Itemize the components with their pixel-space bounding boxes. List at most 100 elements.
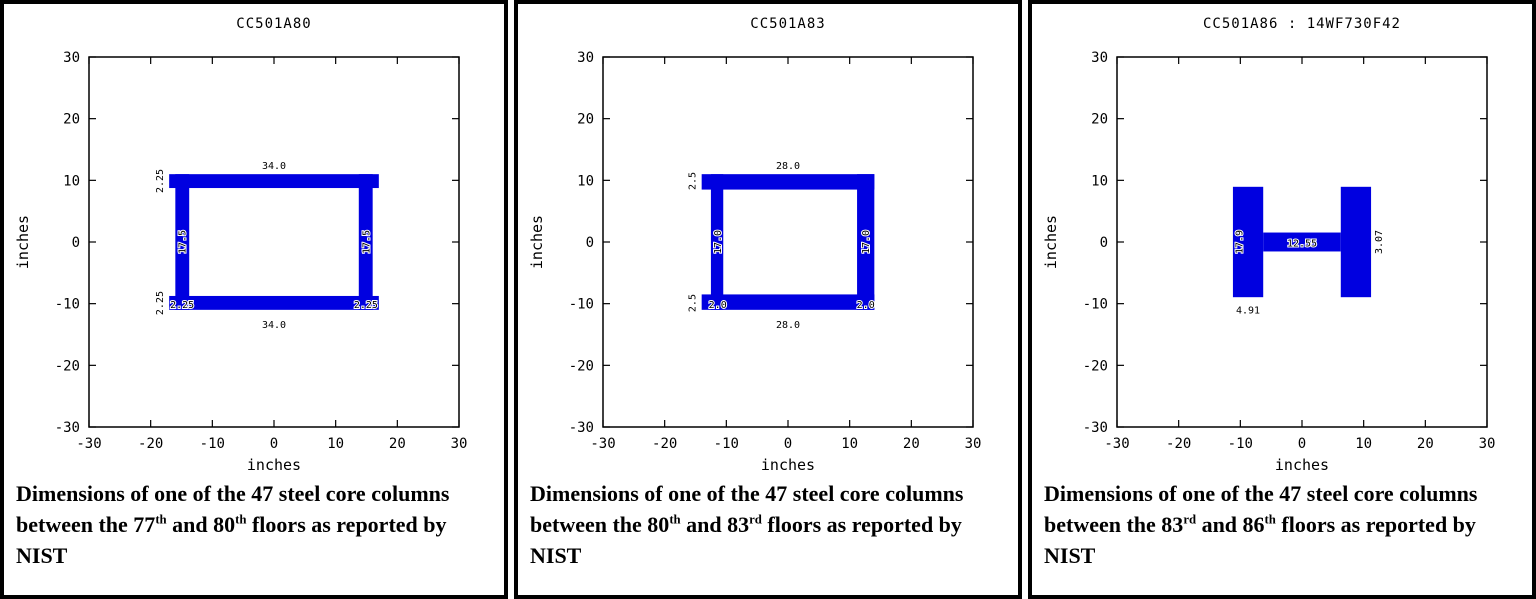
column-shape-rect [857,174,875,310]
axes-box [602,56,974,428]
x-tick-label: -20 [1166,436,1191,452]
dimension-label: 17.0 [713,230,724,254]
x-tick-label: -30 [590,436,615,452]
caption-superscript: th [155,512,167,527]
y-tick-label: 20 [1091,112,1108,128]
x-tick-label: -10 [200,436,225,452]
caption-text: and 83 [680,512,750,538]
column-shape-rect [701,174,875,190]
caption-superscript: th [1264,512,1276,527]
y-tick-label: 10 [1091,173,1108,189]
x-axis-label: inches [247,456,301,474]
x-tick-label: 10 [1355,436,1372,452]
column-cross-section-plot: CC501A86 : 14WF730F42 -30-30 -20 -20 -10 -10 0… [1042,16,1496,474]
y-axis-label: inches [1042,215,1060,269]
x-tick-label: -20 [652,436,677,452]
y-tick-label: 30 [63,50,80,66]
y-tick-label: -10 [1083,297,1108,313]
caption: Dimensions of one of the 47 steel core c… [1032,474,1532,572]
caption-text: floors as reported by NIST [16,512,447,569]
y-axis-label: inches [14,215,32,269]
dimension-label: 17.9 [1235,230,1246,254]
column-cross-section-plot: CC501A80 -30-30 -20 -20 -10 -10 0 0 10 10 20 20 30 30… [14,16,467,474]
plot-title: CC501A80 [236,16,311,32]
y-tick-label: 0 [1100,235,1108,251]
y-tick-label: 20 [63,112,80,128]
plot-title: CC501A83 [750,16,825,32]
dimension-label: 2.0 [709,300,727,311]
y-tick-label: -20 [569,358,594,374]
dimension-label: 2.25 [170,300,194,311]
x-tick-label: -20 [138,436,163,452]
y-tick-label: -20 [1083,358,1108,374]
y-tick-label: 30 [1091,50,1108,66]
x-axis-label: inches [1275,456,1329,474]
dimension-label: 2.5 [687,172,698,190]
dimension-label: 2.5 [687,294,698,312]
caption-text: floors as reported by NIST [530,512,962,569]
panel-cc501a86: CC501A86 : 14WF730F42 -30 -30 -20 -20 -10 -10 0… [1028,0,1536,599]
x-tick-label: 30 [965,436,982,452]
y-tick-label: -30 [569,420,594,436]
dimension-label: 2.25 [155,291,166,315]
dimension-label: 34.0 [262,320,286,331]
y-tick-label: 0 [72,235,80,251]
caption: Dimensions of one of the 47 steel core c… [518,474,1018,572]
column-cross-section-plot: CC501A83 -30-30 -20 -20 -10 -10 0 0 10 10 20 20 30 30… [528,16,982,474]
dimension-label: 3.07 [1374,230,1385,254]
y-tick-label: -30 [1083,420,1108,436]
y-tick-label: -10 [55,297,80,313]
y-tick-label: -30 [55,420,80,436]
column-shape-rect [175,174,190,310]
y-tick-label: 0 [586,235,594,251]
x-tick-label: 20 [903,436,920,452]
y-axis-label: inches [528,215,546,269]
column-shape-rect [701,294,875,310]
x-tick-label: -30 [76,436,101,452]
dimension-label: 4.91 [1236,305,1260,316]
dimension-label: 2.0 [857,300,875,311]
x-tick-label: -30 [1104,436,1129,452]
caption-superscript: rd [1183,512,1197,527]
dimension-label: 12.55 [1287,239,1317,250]
dimension-label: 17.0 [861,230,872,254]
x-tick-label: 20 [389,436,406,452]
caption-text: floors as reported by NIST [1044,512,1476,569]
caption-text: and 80 [166,512,236,538]
y-tick-label: -10 [569,297,594,313]
dimension-label: 2.25 [354,300,378,311]
dimension-label: 2.25 [155,169,166,193]
axes-box [88,56,460,428]
caption-superscript: th [669,512,681,527]
column-shape-rect [169,295,379,310]
caption-text: Dimensions of one of the 47 steel core c… [16,481,450,538]
panel-cc501a83: CC501A83 -30 -30 -20 -20 -10 -10 0 0 10 10 20 20 30 30… [514,0,1022,599]
dimension-label: 28.0 [776,161,800,172]
y-tick-label: 10 [577,173,594,189]
caption: Dimensions of one of the 47 steel core c… [4,474,504,572]
column-shape-rect [358,174,373,310]
caption-text: and 86 [1196,512,1265,538]
x-axis-label: inches [761,456,815,474]
column-shape-rect [1232,186,1264,298]
x-tick-label: 20 [1417,436,1434,452]
caption-text: Dimensions of one of the 47 steel core c… [530,481,964,538]
y-tick-label: -20 [55,358,80,374]
y-tick-label: 10 [63,173,80,189]
panel-cc501a80: CC501A80 -30 -30 -20 -20 -10 -10 0 0 10 10 20 20 30 30… [0,0,508,599]
x-tick-label: -10 [714,436,739,452]
x-tick-label: 30 [1479,436,1496,452]
column-shape-rect [1340,186,1372,298]
y-tick-label: 30 [577,50,594,66]
x-tick-label: 0 [1298,436,1306,452]
caption-text: Dimensions of one of the 47 steel core c… [1044,481,1478,538]
x-tick-label: 0 [270,436,278,452]
column-shape-rect [169,174,379,189]
x-tick-label: -10 [1228,436,1253,452]
plot-title: CC501A86 : 14WF730F42 [1203,16,1401,32]
column-shape-rect [1263,232,1341,252]
column-shape-rect [710,174,724,310]
dimension-label: 28.0 [776,320,800,331]
dimension-label: 34.0 [262,161,286,172]
